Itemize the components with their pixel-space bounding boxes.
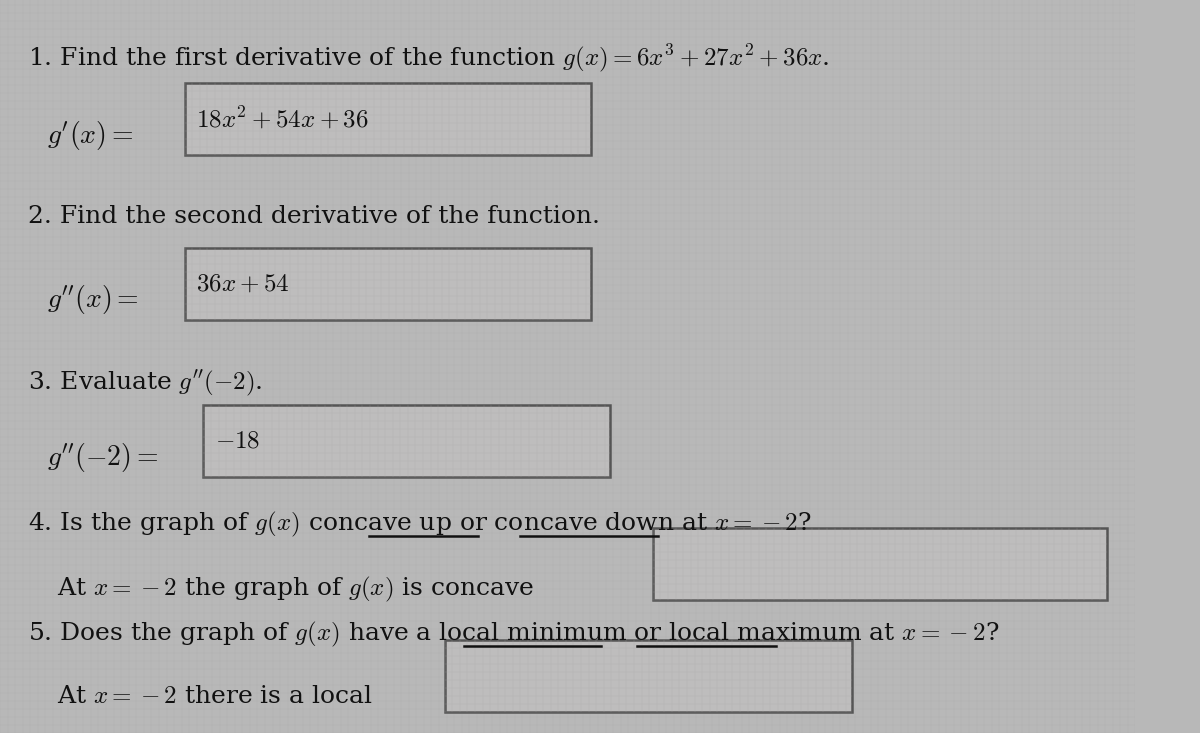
Bar: [185, 248, 592, 320]
Bar: [653, 528, 1108, 600]
Bar: [204, 405, 611, 477]
Text: $g''(x) =$: $g''(x) =$: [47, 284, 139, 317]
Bar: [185, 83, 592, 155]
Bar: [445, 640, 852, 712]
Text: 4. Is the graph of $g(x)$ concave up or concave down at $x = -2$?: 4. Is the graph of $g(x)$ concave up or …: [29, 510, 812, 539]
Text: $g''(-2) =$: $g''(-2) =$: [47, 441, 158, 474]
Text: 5. Does the graph of $g(x)$ have a local minimum or local maximum at $x = -2$?: 5. Does the graph of $g(x)$ have a local…: [29, 620, 1000, 649]
Text: 1. Find the first derivative of the function $g(x) = 6x^3 + 27x^2 + 36x$.: 1. Find the first derivative of the func…: [29, 42, 830, 74]
Text: $-18$: $-18$: [215, 430, 260, 452]
Text: 2. Find the second derivative of the function.: 2. Find the second derivative of the fun…: [29, 205, 600, 228]
Text: $g'(x) =$: $g'(x) =$: [47, 119, 133, 152]
Text: At $x = -2$ the graph of $g(x)$ is concave: At $x = -2$ the graph of $g(x)$ is conca…: [56, 575, 534, 604]
Text: At $x = -2$ there is a local: At $x = -2$ there is a local: [56, 685, 372, 708]
Text: 3. Evaluate $g''(-2)$.: 3. Evaluate $g''(-2)$.: [29, 368, 263, 398]
Text: $36x + 54$: $36x + 54$: [196, 273, 289, 295]
Text: $18x^2 + 54x + 36$: $18x^2 + 54x + 36$: [196, 106, 368, 132]
